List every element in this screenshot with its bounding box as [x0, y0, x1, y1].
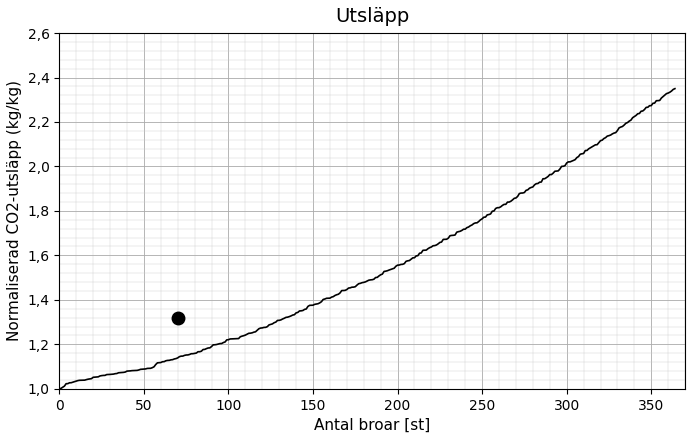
X-axis label: Antal broar [st]: Antal broar [st] — [314, 418, 430, 433]
Title: Utsläpp: Utsläpp — [335, 7, 410, 26]
Y-axis label: Normaliserad CO2-utsläpp (kg/kg): Normaliserad CO2-utsläpp (kg/kg) — [7, 81, 22, 341]
